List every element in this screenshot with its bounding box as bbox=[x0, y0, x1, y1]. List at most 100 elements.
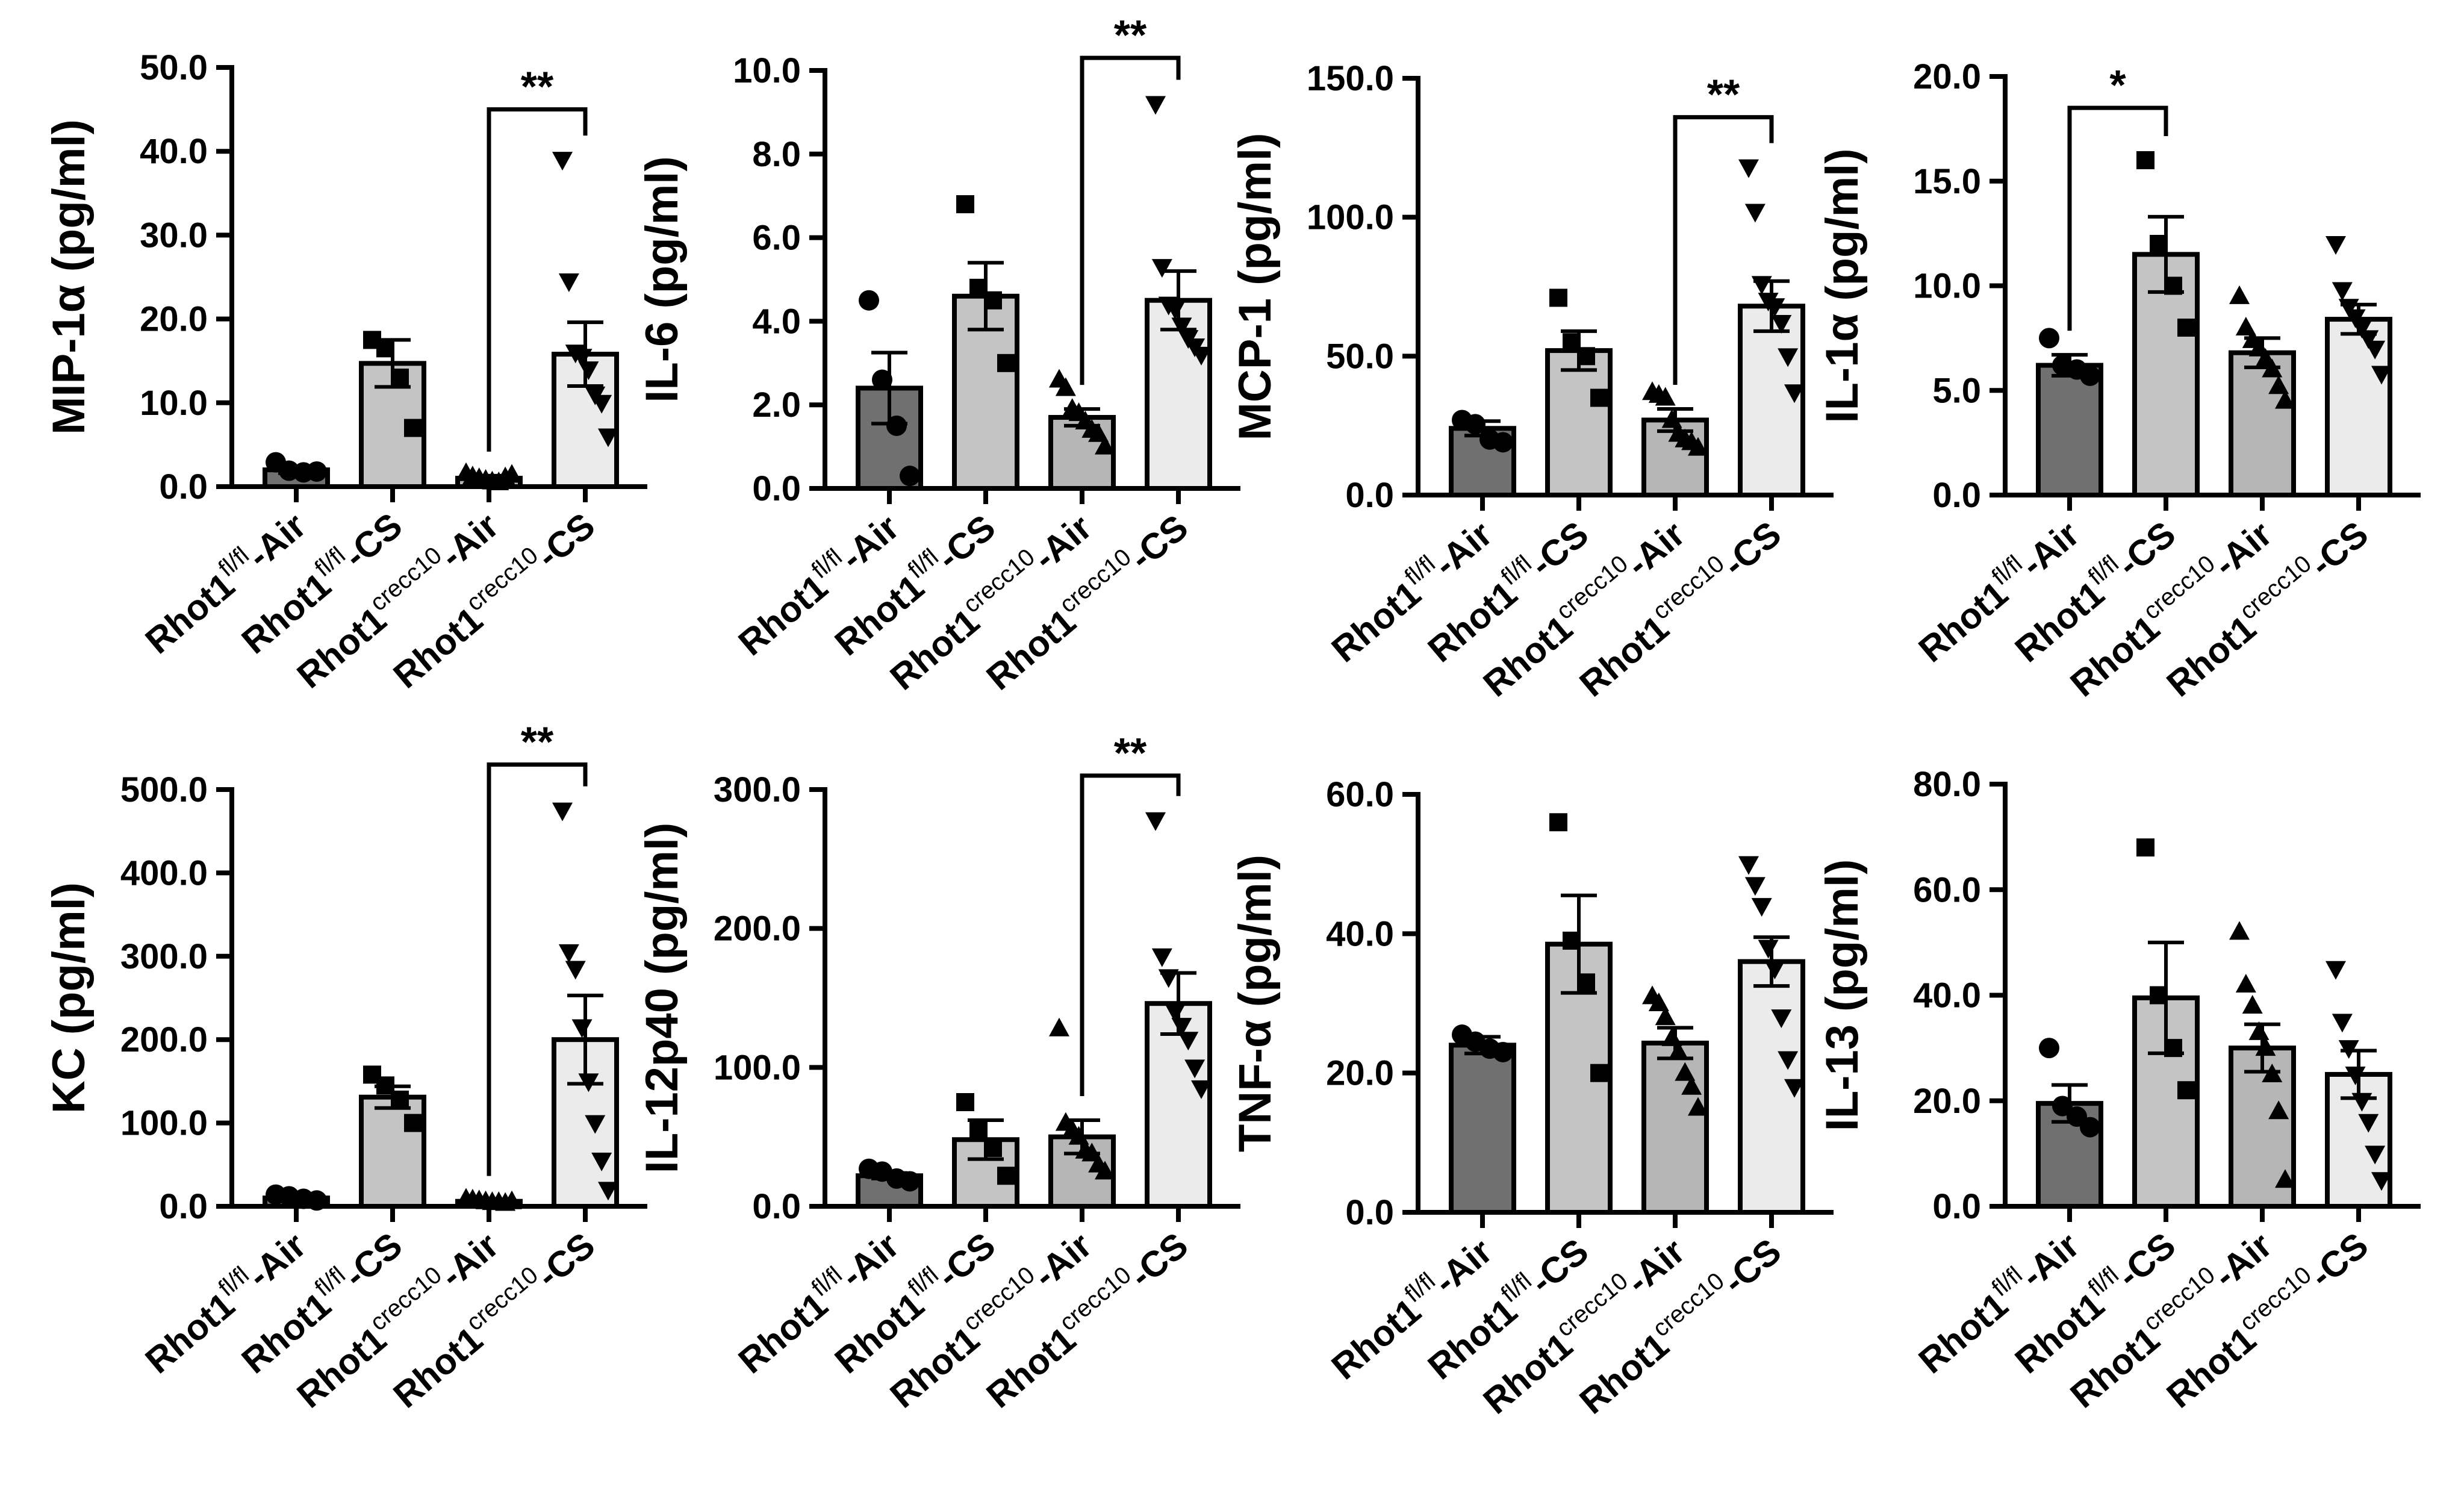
group-name: Rhot1 bbox=[386, 599, 490, 696]
data-point bbox=[2345, 309, 2366, 328]
data-point bbox=[2150, 986, 2168, 1005]
data-point bbox=[2365, 1145, 2386, 1165]
data-point bbox=[2248, 1021, 2270, 1040]
data-point bbox=[2080, 365, 2100, 386]
data-point bbox=[1145, 812, 1166, 831]
group-suffix: -CS bbox=[929, 1225, 1003, 1296]
group-name: Rhot1 bbox=[1911, 1285, 2015, 1382]
data-point bbox=[2275, 390, 2295, 409]
data-point bbox=[2229, 285, 2250, 304]
data-point bbox=[1648, 993, 1669, 1011]
y-axis-title: IL-12p40 (pg/ml) bbox=[636, 823, 688, 1174]
data-point bbox=[1088, 423, 1109, 442]
y-tick-label: 10.0 bbox=[1913, 267, 1981, 306]
y-tick-label: 400.0 bbox=[120, 853, 208, 893]
group-suffix: -Air bbox=[2206, 514, 2279, 585]
group-suffix: -CS bbox=[1522, 514, 1596, 585]
data-point bbox=[900, 1171, 920, 1192]
y-tick-label: 50.0 bbox=[140, 48, 208, 87]
data-point bbox=[2177, 1081, 2195, 1100]
group-suffix: -Air bbox=[240, 505, 313, 576]
group-name: Rhot1 bbox=[138, 565, 242, 662]
significance-label: * bbox=[2109, 61, 2126, 108]
data-point bbox=[1465, 414, 1486, 435]
y-tick-label: 20.0 bbox=[1326, 1054, 1394, 1093]
y-tick-label: 40.0 bbox=[1326, 914, 1394, 953]
panel-3: 0.050.0100.0150.0Rhot1fl/fl-AirRhot1fl/f… bbox=[1230, 59, 1834, 705]
significance-label: ** bbox=[1707, 71, 1740, 118]
data-point bbox=[1549, 288, 1567, 307]
data-point bbox=[1688, 437, 1708, 456]
data-point bbox=[1751, 898, 1772, 917]
data-point bbox=[2136, 151, 2154, 169]
data-point bbox=[2358, 330, 2379, 349]
data-point bbox=[1688, 1097, 1708, 1116]
y-tick-label: 0.0 bbox=[159, 467, 208, 506]
data-point bbox=[886, 415, 907, 436]
group-suffix: -Air bbox=[833, 1225, 906, 1296]
data-point bbox=[1738, 159, 1759, 178]
panel-7: 0.020.040.060.0Rhot1fl/fl-AirRhot1fl/fl-… bbox=[1230, 775, 1834, 1422]
data-point bbox=[956, 195, 974, 214]
data-point bbox=[1778, 348, 1799, 367]
data-point bbox=[1751, 276, 1772, 295]
data-point bbox=[558, 944, 579, 963]
group-suffix: -CS bbox=[529, 1225, 602, 1296]
group-suffix: -CS bbox=[1122, 507, 1195, 578]
data-point bbox=[997, 1167, 1015, 1185]
data-point bbox=[2338, 1040, 2359, 1059]
group-suffix: -Air bbox=[2013, 1225, 2086, 1296]
data-point bbox=[1738, 856, 1759, 875]
data-point bbox=[997, 354, 1015, 372]
data-point bbox=[1744, 204, 1766, 223]
data-point bbox=[1681, 1076, 1702, 1095]
data-point bbox=[598, 428, 618, 447]
data-point bbox=[2262, 358, 2283, 378]
y-tick-label: 5.0 bbox=[1932, 371, 1981, 410]
bar-2 bbox=[359, 1094, 426, 1209]
data-point bbox=[1151, 259, 1172, 278]
data-point bbox=[2229, 921, 2250, 940]
group-suffix: -CS bbox=[1122, 1225, 1195, 1296]
y-tick-label: 15.0 bbox=[1913, 162, 1981, 201]
group-suffix: -CS bbox=[929, 507, 1003, 578]
data-point bbox=[391, 1090, 409, 1109]
data-point bbox=[558, 273, 579, 292]
group-name: Rhot1 bbox=[979, 1319, 1083, 1416]
data-point bbox=[1655, 387, 1676, 406]
data-point bbox=[306, 461, 327, 482]
significance-bracket bbox=[1673, 115, 1774, 385]
data-point bbox=[2326, 961, 2346, 980]
group-suffix: -CS bbox=[336, 505, 409, 576]
data-point bbox=[571, 1019, 593, 1038]
y-axis-title: IL-13 (pg/ml) bbox=[1817, 859, 1868, 1132]
data-point bbox=[552, 802, 573, 821]
data-point bbox=[2242, 995, 2263, 1014]
data-point bbox=[1055, 377, 1076, 396]
data-point bbox=[1184, 1059, 1206, 1079]
group-name: Rhot1 bbox=[731, 567, 835, 664]
data-point bbox=[552, 152, 573, 171]
y-tick-label: 20.0 bbox=[140, 300, 208, 339]
data-point bbox=[1577, 973, 1595, 992]
group-suffix: -Air bbox=[1025, 1225, 1099, 1296]
data-point bbox=[571, 349, 593, 368]
data-point bbox=[2358, 1114, 2379, 1133]
significance-label: ** bbox=[521, 718, 554, 765]
y-tick-label: 40.0 bbox=[1913, 976, 1981, 1015]
group-suffix: -Air bbox=[2013, 514, 2086, 585]
y-tick-label: 0.0 bbox=[1932, 1187, 1981, 1226]
significance-bracket bbox=[487, 762, 588, 1176]
group-name: Rhot1 bbox=[2159, 608, 2263, 705]
y-tick-label: 0.0 bbox=[752, 469, 801, 508]
y-axis-title: MIP-1α (pg/ml) bbox=[43, 119, 95, 435]
y-tick-label: 30.0 bbox=[140, 216, 208, 255]
group-name: Rhot1 bbox=[386, 1319, 490, 1416]
y-tick-label: 20.0 bbox=[1913, 57, 1981, 96]
data-point bbox=[1778, 1051, 1799, 1070]
y-tick-label: 300.0 bbox=[714, 770, 801, 809]
group-suffix: -Air bbox=[1619, 1231, 1692, 1302]
group-suffix: -CS bbox=[2302, 1225, 2375, 1296]
y-tick-label: 500.0 bbox=[120, 770, 208, 809]
